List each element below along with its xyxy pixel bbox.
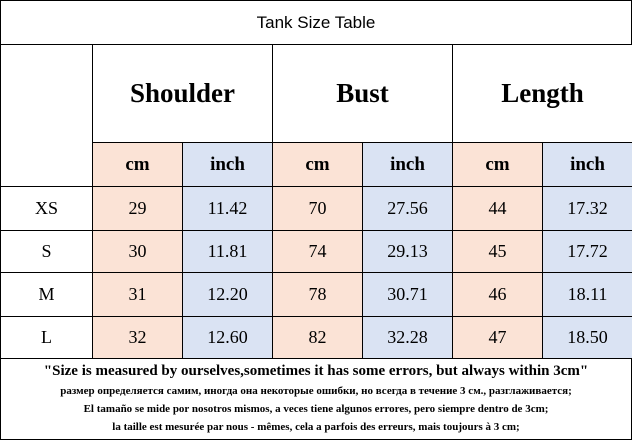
- size-value: 32: [92, 316, 183, 359]
- size-value: 70: [272, 186, 363, 231]
- size-value: 74: [272, 230, 363, 273]
- size-value: 45: [452, 230, 543, 273]
- corner-cell: [0, 44, 93, 187]
- unit-header: cm: [452, 142, 543, 187]
- size-value: 11.42: [182, 186, 273, 231]
- size-value: 47: [452, 316, 543, 359]
- group-header: Shoulder: [92, 44, 273, 143]
- group-header: Bust: [272, 44, 453, 143]
- size-value: 17.32: [542, 186, 632, 231]
- note-line: El tamaño se mide por nosotros mismos, a…: [83, 403, 549, 415]
- note-line: "Size is measured by ourselves,sometimes…: [43, 363, 589, 379]
- size-label: M: [0, 272, 93, 317]
- table-title: Tank Size Table: [0, 0, 632, 45]
- note-line: la taille est mesurée par nous - mêmes, …: [112, 421, 520, 433]
- size-value: 27.56: [362, 186, 453, 231]
- unit-header: inch: [362, 142, 453, 187]
- group-header: Length: [452, 44, 632, 143]
- size-label: L: [0, 316, 93, 359]
- notes: "Size is measured by ourselves,sometimes…: [0, 358, 632, 440]
- size-value: 30: [92, 230, 183, 273]
- size-value: 31: [92, 272, 183, 317]
- size-value: 78: [272, 272, 363, 317]
- unit-header: cm: [272, 142, 363, 187]
- size-value: 18.11: [542, 272, 632, 317]
- size-value: 29.13: [362, 230, 453, 273]
- size-value: 18.50: [542, 316, 632, 359]
- size-value: 82: [272, 316, 363, 359]
- size-label: S: [0, 230, 93, 273]
- size-value: 30.71: [362, 272, 453, 317]
- size-value: 11.81: [182, 230, 273, 273]
- unit-header: inch: [542, 142, 632, 187]
- unit-header: cm: [92, 142, 183, 187]
- size-value: 29: [92, 186, 183, 231]
- size-value: 12.60: [182, 316, 273, 359]
- unit-header: inch: [182, 142, 273, 187]
- size-label: XS: [0, 186, 93, 231]
- size-value: 44: [452, 186, 543, 231]
- size-value: 17.72: [542, 230, 632, 273]
- size-value: 32.28: [362, 316, 453, 359]
- size-value: 12.20: [182, 272, 273, 317]
- note-line: размер определяется самим, иногда она не…: [60, 385, 572, 397]
- size-value: 46: [452, 272, 543, 317]
